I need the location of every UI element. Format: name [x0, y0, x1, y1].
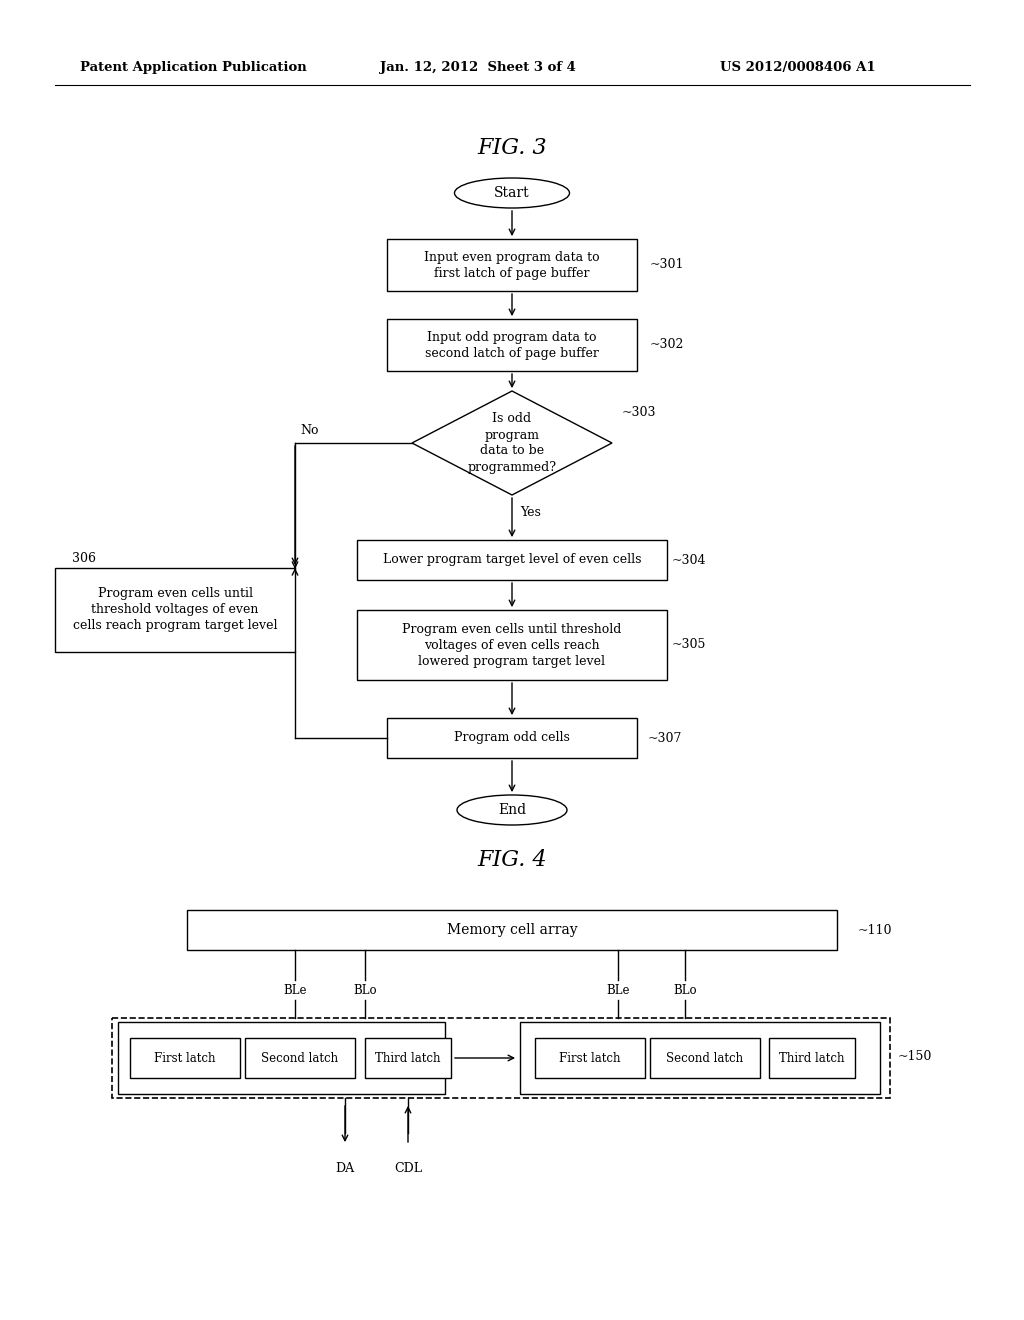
Text: First latch: First latch — [559, 1052, 621, 1064]
FancyBboxPatch shape — [387, 319, 637, 371]
Text: FIG. 4: FIG. 4 — [477, 849, 547, 871]
Text: ~305: ~305 — [672, 639, 707, 652]
Text: Is odd
program
data to be
programmed?: Is odd program data to be programmed? — [468, 412, 556, 474]
Text: DA: DA — [336, 1162, 354, 1175]
Text: ~307: ~307 — [648, 731, 682, 744]
FancyBboxPatch shape — [55, 568, 295, 652]
Text: Input odd program data to
second latch of page buffer: Input odd program data to second latch o… — [425, 330, 599, 359]
Text: FIG. 3: FIG. 3 — [477, 137, 547, 158]
Text: Memory cell array: Memory cell array — [446, 923, 578, 937]
FancyBboxPatch shape — [112, 1018, 890, 1098]
Text: Input even program data to
first latch of page buffer: Input even program data to first latch o… — [424, 251, 600, 280]
FancyBboxPatch shape — [357, 540, 667, 579]
Text: ~302: ~302 — [650, 338, 684, 351]
Text: Yes: Yes — [520, 507, 541, 520]
Text: End: End — [498, 803, 526, 817]
FancyBboxPatch shape — [387, 239, 637, 290]
Text: ~150: ~150 — [898, 1049, 933, 1063]
Text: Second latch: Second latch — [667, 1052, 743, 1064]
Text: Program even cells until
threshold voltages of even
cells reach program target l: Program even cells until threshold volta… — [73, 587, 278, 632]
Text: ~304: ~304 — [672, 553, 707, 566]
Text: ~301: ~301 — [650, 259, 684, 272]
FancyBboxPatch shape — [365, 1038, 451, 1078]
Ellipse shape — [455, 178, 569, 209]
Text: US 2012/0008406 A1: US 2012/0008406 A1 — [720, 62, 876, 74]
FancyBboxPatch shape — [650, 1038, 760, 1078]
Text: CDL: CDL — [394, 1162, 422, 1175]
Ellipse shape — [457, 795, 567, 825]
Polygon shape — [412, 391, 612, 495]
Text: BLo: BLo — [353, 983, 377, 997]
Text: Second latch: Second latch — [261, 1052, 339, 1064]
Text: ~110: ~110 — [858, 924, 893, 936]
FancyBboxPatch shape — [535, 1038, 645, 1078]
FancyBboxPatch shape — [130, 1038, 240, 1078]
FancyBboxPatch shape — [769, 1038, 855, 1078]
FancyBboxPatch shape — [387, 718, 637, 758]
Text: Lower program target level of even cells: Lower program target level of even cells — [383, 553, 641, 566]
Text: Jan. 12, 2012  Sheet 3 of 4: Jan. 12, 2012 Sheet 3 of 4 — [380, 62, 575, 74]
FancyBboxPatch shape — [520, 1022, 880, 1094]
Text: BLe: BLe — [606, 983, 630, 997]
Text: 306: 306 — [72, 552, 96, 565]
Text: Patent Application Publication: Patent Application Publication — [80, 62, 307, 74]
Text: ~303: ~303 — [622, 407, 656, 420]
Text: Third latch: Third latch — [375, 1052, 440, 1064]
Text: Program even cells until threshold
voltages of even cells reach
lowered program : Program even cells until threshold volta… — [402, 623, 622, 668]
Text: No: No — [300, 424, 318, 437]
Text: BLo: BLo — [673, 983, 696, 997]
Text: Third latch: Third latch — [779, 1052, 845, 1064]
Text: Start: Start — [495, 186, 529, 201]
FancyBboxPatch shape — [118, 1022, 445, 1094]
FancyBboxPatch shape — [357, 610, 667, 680]
Text: Program odd cells: Program odd cells — [454, 731, 570, 744]
FancyBboxPatch shape — [187, 909, 837, 950]
Text: First latch: First latch — [155, 1052, 216, 1064]
Text: BLe: BLe — [284, 983, 307, 997]
FancyBboxPatch shape — [245, 1038, 355, 1078]
